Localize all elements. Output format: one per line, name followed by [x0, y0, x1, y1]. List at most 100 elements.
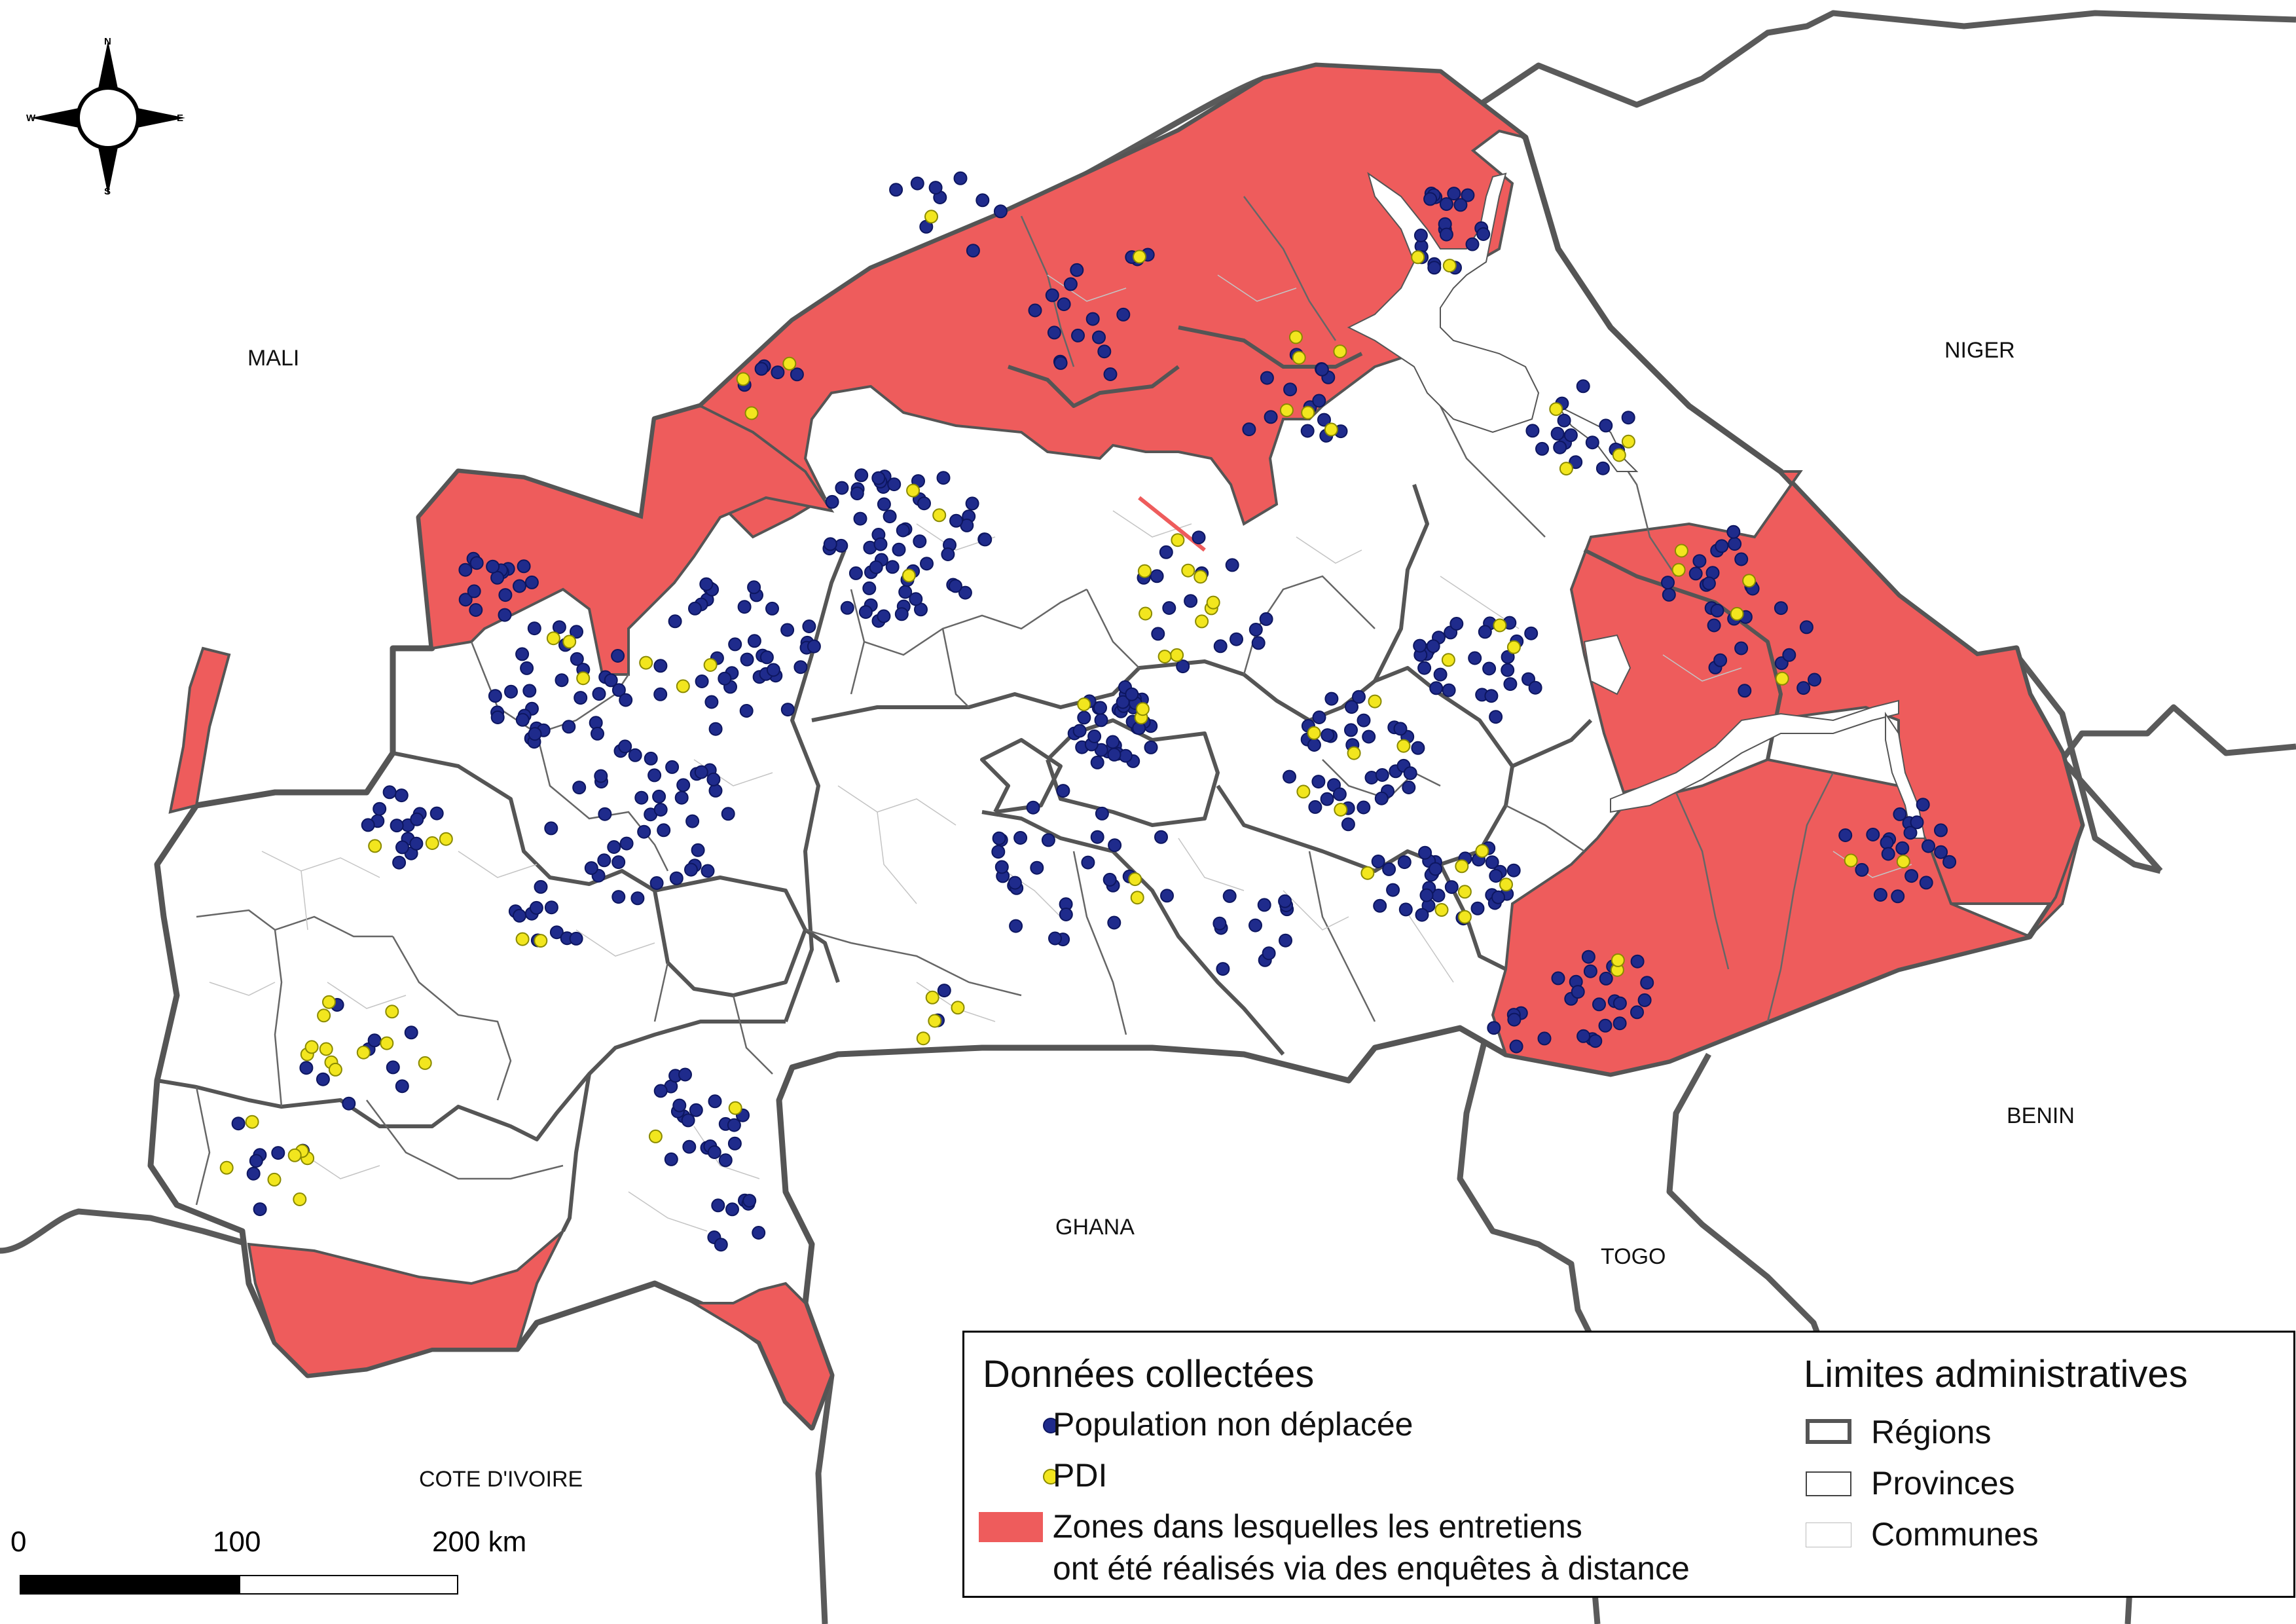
population-point [858, 605, 873, 619]
population-point [1774, 601, 1788, 616]
population-point [1550, 426, 1565, 441]
pdi-point [515, 932, 530, 946]
population-point [1433, 667, 1448, 682]
population-point [524, 575, 539, 589]
population-point [1321, 728, 1335, 743]
population-point [695, 674, 709, 688]
population-point [759, 650, 774, 665]
pdi-point [245, 1115, 259, 1129]
population-point [467, 584, 481, 599]
population-point [1373, 898, 1387, 913]
population-point [490, 710, 505, 724]
population-point [887, 477, 902, 492]
pdi-point [546, 631, 560, 646]
population-point [429, 806, 444, 821]
population-point [854, 468, 869, 483]
pdi-point [1499, 877, 1513, 892]
population-point [1087, 729, 1102, 743]
population-point [937, 984, 951, 998]
country-label-benin: BENIN [2007, 1103, 2075, 1128]
pdi-point [1493, 618, 1507, 633]
population-point [1008, 876, 1022, 890]
population-point [941, 547, 955, 561]
population-point [1393, 722, 1408, 736]
legend-commune-label: Communes [1871, 1516, 2039, 1553]
pdi-point [1475, 844, 1489, 858]
pdi-point [562, 635, 577, 649]
population-point [299, 1061, 314, 1075]
population-point [1159, 545, 1173, 559]
population-point [1476, 227, 1491, 241]
population-point [672, 1098, 687, 1113]
population-point [1041, 833, 1055, 847]
population-point [1092, 330, 1106, 344]
pdi-point [1307, 726, 1321, 740]
population-point [694, 765, 708, 779]
compass-rose [31, 41, 185, 195]
population-point [1613, 996, 1627, 1010]
population-point [1715, 539, 1729, 553]
population-point [513, 908, 526, 923]
population-point [1176, 659, 1190, 674]
population-point [1371, 855, 1385, 868]
pdi-point [1137, 564, 1152, 578]
legend-region-label: Régions [1871, 1414, 1992, 1450]
population-point [917, 496, 931, 511]
population-point [1662, 587, 1676, 602]
population-point [1090, 830, 1104, 844]
population-point [1916, 798, 1930, 812]
pdi-point [1368, 694, 1382, 709]
population-point [1429, 862, 1443, 876]
population-point [1144, 740, 1158, 754]
country-label-togo: TOGO [1601, 1244, 1666, 1269]
pdi-point [1611, 953, 1625, 967]
population-point [848, 566, 863, 580]
population-point [1374, 791, 1389, 805]
population-point [390, 819, 404, 833]
province-boundaries [195, 196, 1834, 1206]
pdi-point [744, 406, 759, 420]
population-point [404, 1025, 418, 1040]
population-point [607, 840, 621, 854]
population-point [1453, 198, 1468, 212]
legend-title-data: Données collectées [983, 1353, 1315, 1395]
population-point [1855, 862, 1869, 877]
population-point [701, 864, 715, 878]
population-point [382, 785, 397, 800]
pdi-point [1674, 544, 1688, 558]
population-point [1415, 908, 1429, 922]
population-point [1525, 424, 1540, 438]
population-point [1468, 651, 1482, 665]
population-point [765, 601, 779, 616]
population-point [1259, 612, 1273, 626]
pdi-point [703, 658, 718, 672]
pdi-point [1742, 574, 1757, 588]
population-point [1439, 227, 1453, 242]
population-point [1444, 880, 1459, 895]
population-point [361, 818, 375, 832]
pdi-point [287, 1148, 302, 1162]
population-point [1386, 883, 1400, 897]
population-point [1485, 855, 1499, 870]
pdi-point [1441, 653, 1455, 667]
population-point [1581, 950, 1595, 964]
scale-label-100: 100 [213, 1526, 261, 1558]
pdi-point [1621, 434, 1635, 449]
population-point [1838, 828, 1853, 842]
population-point [708, 783, 723, 798]
population-point [1482, 661, 1497, 676]
population-point [1418, 845, 1432, 860]
population-point [1116, 695, 1130, 709]
population-point [1375, 768, 1389, 782]
population-point [1045, 288, 1059, 303]
pdi-point [1195, 614, 1209, 629]
population-point [1307, 738, 1321, 752]
population-point [592, 687, 606, 701]
population-point [1048, 931, 1062, 946]
population-point [1707, 618, 1721, 633]
population-point [515, 647, 530, 661]
population-point [1317, 413, 1331, 427]
pdi-point [1775, 671, 1789, 686]
population-point [1537, 1031, 1552, 1046]
population-point [1108, 838, 1122, 853]
